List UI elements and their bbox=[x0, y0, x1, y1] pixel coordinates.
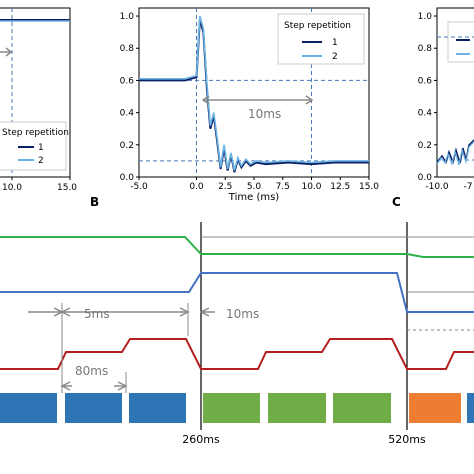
middle-panel: 10ms Step repetition 1 2 -5.0 0.0 2.5 5.0 7.… bbox=[90, 7, 380, 209]
middle-ytick-4: 0.8 bbox=[120, 44, 135, 54]
middle-xlabel: Time (ms) bbox=[228, 192, 280, 203]
middle-series-2 bbox=[139, 15, 369, 171]
middle-xtick-6: 12.5 bbox=[330, 182, 350, 192]
arrow-10ms-head bbox=[199, 307, 210, 317]
right-ytick-2: 0.4 bbox=[418, 109, 433, 119]
left-xtick-1: 15.0 bbox=[57, 183, 77, 193]
left-legend-item-1: 1 bbox=[38, 143, 44, 153]
right-xtick-0: -10.0 bbox=[425, 182, 449, 192]
label-5ms: 5ms bbox=[84, 307, 110, 321]
middle-ticks: -5.0 0.0 2.5 5.0 7.5 10.0 12.5 15.00.00.20.40.6… bbox=[120, 12, 380, 192]
middle-xtick-3: 5.0 bbox=[247, 182, 262, 192]
right-ytick-5: 1.0 bbox=[418, 12, 433, 22]
middle-xtick-1: 0.0 bbox=[189, 182, 204, 192]
panel-letter-b: B bbox=[90, 195, 99, 209]
block-green-3 bbox=[333, 393, 391, 423]
left-legend bbox=[0, 121, 67, 171]
block-green-2 bbox=[268, 393, 326, 423]
panel-letter-c: C bbox=[392, 195, 401, 209]
middle-xtick-2: 2.5 bbox=[218, 182, 232, 192]
right-series-2 bbox=[436, 141, 474, 166]
block-green-1 bbox=[203, 393, 260, 423]
block-orange-1 bbox=[409, 393, 461, 423]
blue-signal bbox=[0, 272, 474, 313]
arrow-span-end-head bbox=[179, 307, 190, 317]
middle-xtick-5: 10.0 bbox=[301, 182, 321, 192]
middle-10ms-arrow-right-head bbox=[305, 95, 314, 105]
middle-ytick-3: 0.6 bbox=[120, 76, 135, 86]
left-panel: Step repetition 1 2 10.0 15.0 bbox=[0, 7, 77, 193]
arrow-80ms-left-head bbox=[60, 381, 71, 391]
right-ytick-4: 0.8 bbox=[418, 44, 433, 54]
left-legend-title: Step repetition bbox=[2, 128, 69, 138]
middle-ytick-1: 0.2 bbox=[120, 141, 134, 151]
arrow-80ms-right-head bbox=[117, 381, 128, 391]
middle-xtick-4: 7.5 bbox=[276, 182, 290, 192]
block-blue-1 bbox=[0, 393, 57, 423]
middle-xtick-0: -5.0 bbox=[130, 182, 148, 192]
timing-diagram: 5ms 10ms 80ms 260ms 520ms bbox=[0, 222, 474, 446]
right-panel: 0.0 0.2 0.4 0.6 0.8 1.0 -10.0 -7 C bbox=[392, 7, 474, 209]
left-xtick-0: 10.0 bbox=[2, 183, 22, 193]
right-legend bbox=[447, 21, 474, 63]
right-ytick-1: 0.2 bbox=[418, 141, 432, 151]
middle-10ms-label: 10ms bbox=[248, 107, 281, 121]
green-signal bbox=[0, 236, 474, 258]
right-xtick-1: -7 bbox=[464, 182, 473, 192]
red-signal bbox=[0, 338, 474, 370]
label-10ms: 10ms bbox=[226, 307, 259, 321]
block-blue-2 bbox=[65, 393, 122, 423]
arrow-5ms-right-head bbox=[60, 307, 71, 317]
middle-legend-title: Step repetition bbox=[284, 21, 351, 31]
block-blue-3 bbox=[129, 393, 186, 423]
middle-legend-item-2: 2 bbox=[332, 52, 338, 62]
right-ticks: 0.0 0.2 0.4 0.6 0.8 1.0 -10.0 -7 bbox=[418, 12, 473, 192]
middle-ytick-0: 0.0 bbox=[120, 173, 135, 183]
block-blue-4 bbox=[467, 393, 474, 423]
label-80ms: 80ms bbox=[75, 364, 108, 378]
middle-ytick-5: 1.0 bbox=[120, 12, 135, 22]
middle-legend-item-1: 1 bbox=[332, 38, 338, 48]
middle-xtick-7: 15.0 bbox=[359, 182, 379, 192]
right-ytick-3: 0.6 bbox=[418, 76, 433, 86]
right-ytick-0: 0.0 bbox=[418, 173, 433, 183]
middle-series-group bbox=[139, 15, 369, 173]
middle-10ms-arrow-left-head bbox=[201, 95, 210, 105]
marker-520ms: 520ms bbox=[388, 433, 426, 446]
marker-260ms: 260ms bbox=[182, 433, 220, 446]
left-arrow-head bbox=[5, 47, 13, 57]
left-legend-item-2: 2 bbox=[38, 156, 44, 166]
middle-ytick-2: 0.4 bbox=[120, 109, 135, 119]
